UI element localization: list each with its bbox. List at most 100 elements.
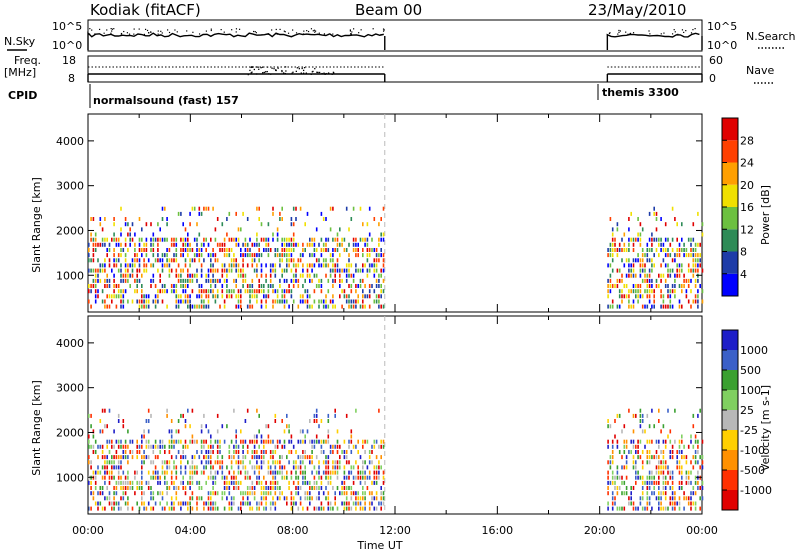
echo-cell <box>368 232 371 237</box>
echo-cell <box>290 268 293 273</box>
echo-cell <box>662 294 665 299</box>
echo-cell <box>147 294 150 299</box>
echo-cell <box>258 248 260 252</box>
echo-cell <box>345 455 348 460</box>
echo-cell <box>366 248 369 252</box>
echo-cell <box>692 222 695 227</box>
echo-cell <box>669 299 672 304</box>
nsky-point <box>150 31 152 33</box>
echo-cell <box>641 480 644 485</box>
echo-cell <box>315 486 318 490</box>
echo-cell <box>141 253 143 258</box>
echo-cell <box>632 289 635 294</box>
echo-cell <box>660 273 662 278</box>
echo-cell <box>129 486 131 490</box>
echo-cell <box>302 480 304 485</box>
echo-cell <box>607 470 609 475</box>
echo-cell <box>276 480 279 485</box>
echo-cell <box>150 413 152 418</box>
echo-cell <box>678 263 681 268</box>
echo-cell <box>339 465 341 470</box>
echo-cell <box>350 465 353 470</box>
echo-cell <box>159 439 161 444</box>
echo-cell <box>350 304 353 309</box>
echo-cell <box>632 429 635 434</box>
nsky-point <box>161 32 163 34</box>
echo-cell <box>648 294 651 299</box>
echo-cell <box>678 304 681 309</box>
echo-cell <box>304 434 306 439</box>
echo-cell <box>660 429 662 434</box>
echo-cell <box>101 444 104 449</box>
echo-cell <box>267 434 270 439</box>
echo-cell <box>221 222 224 227</box>
echo-cell <box>191 248 194 252</box>
echo-cell <box>339 294 341 299</box>
echo-cell <box>175 429 178 434</box>
echo-cell <box>632 455 635 460</box>
echo-cell <box>108 263 111 268</box>
nsky-point <box>120 33 122 35</box>
echo-cell <box>272 480 274 485</box>
echo-cell <box>88 506 90 511</box>
echo-cell <box>350 439 353 444</box>
echo-cell <box>644 429 646 434</box>
power-colorbar-label: Power [dB] <box>759 185 772 245</box>
echo-cell <box>355 496 357 501</box>
echo-cell <box>623 506 626 511</box>
echo-cell <box>145 419 148 423</box>
echo-cell <box>639 258 642 263</box>
echo-cell <box>124 268 127 273</box>
echo-cell <box>226 278 228 283</box>
echo-cell <box>373 268 376 273</box>
echo-cell <box>196 248 198 252</box>
echo-cell <box>101 227 104 232</box>
echo-cell <box>667 294 669 299</box>
echo-cell <box>134 248 136 252</box>
echo-cell <box>616 304 619 309</box>
echo-cell <box>205 237 207 242</box>
echo-cell <box>607 480 609 485</box>
echo-cell <box>180 480 182 485</box>
echo-cell <box>214 294 217 299</box>
echo-cell <box>228 491 231 496</box>
echo-cell <box>101 408 104 413</box>
echo-cell <box>161 465 164 470</box>
echo-cell <box>269 273 272 278</box>
echo-cell <box>378 284 380 288</box>
echo-cell <box>332 486 334 490</box>
echo-cell <box>348 439 350 444</box>
echo-cell <box>99 222 102 227</box>
freq-point <box>291 72 293 74</box>
echo-cell <box>168 450 171 454</box>
echo-cell <box>352 299 355 304</box>
echo-cell <box>94 237 97 242</box>
echo-cell <box>362 222 364 227</box>
echo-cell <box>674 501 676 506</box>
echo-cell <box>175 465 178 470</box>
echo-cell <box>253 491 256 496</box>
echo-cell <box>616 227 619 232</box>
nsky-point <box>629 33 631 35</box>
echo-cell <box>237 450 240 454</box>
freq-point <box>318 71 321 74</box>
echo-cell <box>230 294 233 299</box>
echo-cell <box>242 211 244 216</box>
echo-cell <box>127 232 129 237</box>
echo-cell <box>332 450 334 454</box>
echo-cell <box>205 460 207 465</box>
echo-cell <box>364 475 366 480</box>
echo-cell <box>355 444 357 449</box>
echo-cell <box>382 278 385 283</box>
echo-cell <box>295 470 297 475</box>
echo-cell <box>249 253 251 258</box>
echo-cell <box>244 289 247 294</box>
echo-cell <box>302 242 304 247</box>
echo-cell <box>648 237 651 242</box>
echo-cell <box>216 439 219 444</box>
echo-cell <box>198 232 201 237</box>
echo-cell <box>315 439 318 444</box>
echo-cell <box>113 258 115 263</box>
echo-cell <box>196 465 198 470</box>
echo-cell <box>228 506 231 511</box>
